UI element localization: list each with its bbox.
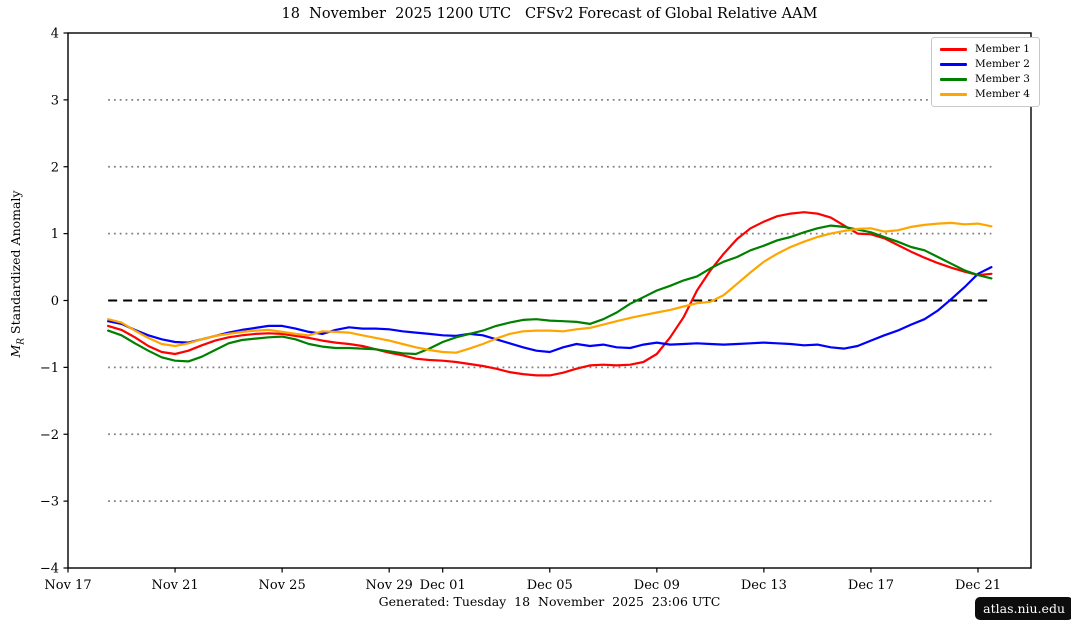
series-line-member-4 bbox=[107, 221, 993, 354]
x-tick-label: Nov 29 bbox=[366, 578, 413, 593]
x-tick-label: Nov 17 bbox=[44, 578, 91, 593]
generated-caption: Generated: Tuesday 18 November 2025 23:0… bbox=[378, 594, 721, 609]
series-line-member-1 bbox=[107, 211, 993, 377]
legend-item: Member 3 bbox=[940, 74, 1030, 85]
y-tick-label: −2 bbox=[40, 428, 59, 443]
legend-item: Member 2 bbox=[940, 59, 1030, 70]
y-tick-label: −4 bbox=[40, 562, 59, 577]
y-tick-label: 3 bbox=[51, 93, 59, 108]
x-tick-label: Dec 09 bbox=[634, 578, 680, 593]
legend-line-sample bbox=[940, 63, 967, 66]
legend-label: Member 2 bbox=[975, 58, 1030, 70]
y-tick-label: 0 bbox=[51, 294, 59, 309]
x-tick-label: Dec 21 bbox=[955, 578, 1001, 593]
y-tick-label: 2 bbox=[51, 160, 59, 175]
x-tick-label: Nov 25 bbox=[259, 578, 306, 593]
legend-label: Member 4 bbox=[975, 88, 1030, 100]
legend-box: Member 1 Member 2 Member 3 Member 4 bbox=[931, 37, 1040, 107]
legend-item: Member 1 bbox=[940, 44, 1030, 55]
site-badge: atlas.niu.edu bbox=[975, 597, 1071, 620]
x-tick-label: Dec 01 bbox=[420, 578, 466, 593]
legend-line-sample bbox=[940, 48, 967, 51]
x-tick-label: Dec 17 bbox=[848, 578, 894, 593]
series-line-member-2 bbox=[107, 266, 993, 354]
y-tick-label: 4 bbox=[51, 27, 59, 42]
series-line-member-3 bbox=[107, 224, 993, 363]
legend-line-sample bbox=[940, 93, 967, 96]
legend-line-sample bbox=[940, 78, 967, 81]
legend-item: Member 4 bbox=[940, 89, 1030, 100]
plot-frame bbox=[67, 32, 1032, 569]
legend-label: Member 3 bbox=[975, 73, 1030, 85]
x-tick-label: Dec 05 bbox=[527, 578, 573, 593]
x-tick-label: Dec 13 bbox=[741, 578, 787, 593]
y-tick-label: −3 bbox=[40, 495, 59, 510]
y-tick-label: 1 bbox=[51, 227, 59, 242]
legend-label: Member 1 bbox=[975, 43, 1030, 55]
x-tick-label: Nov 21 bbox=[151, 578, 198, 593]
y-tick-label: −1 bbox=[40, 361, 59, 376]
chart-title: 18 November 2025 1200 UTC CFSv2 Forecast… bbox=[281, 6, 818, 22]
